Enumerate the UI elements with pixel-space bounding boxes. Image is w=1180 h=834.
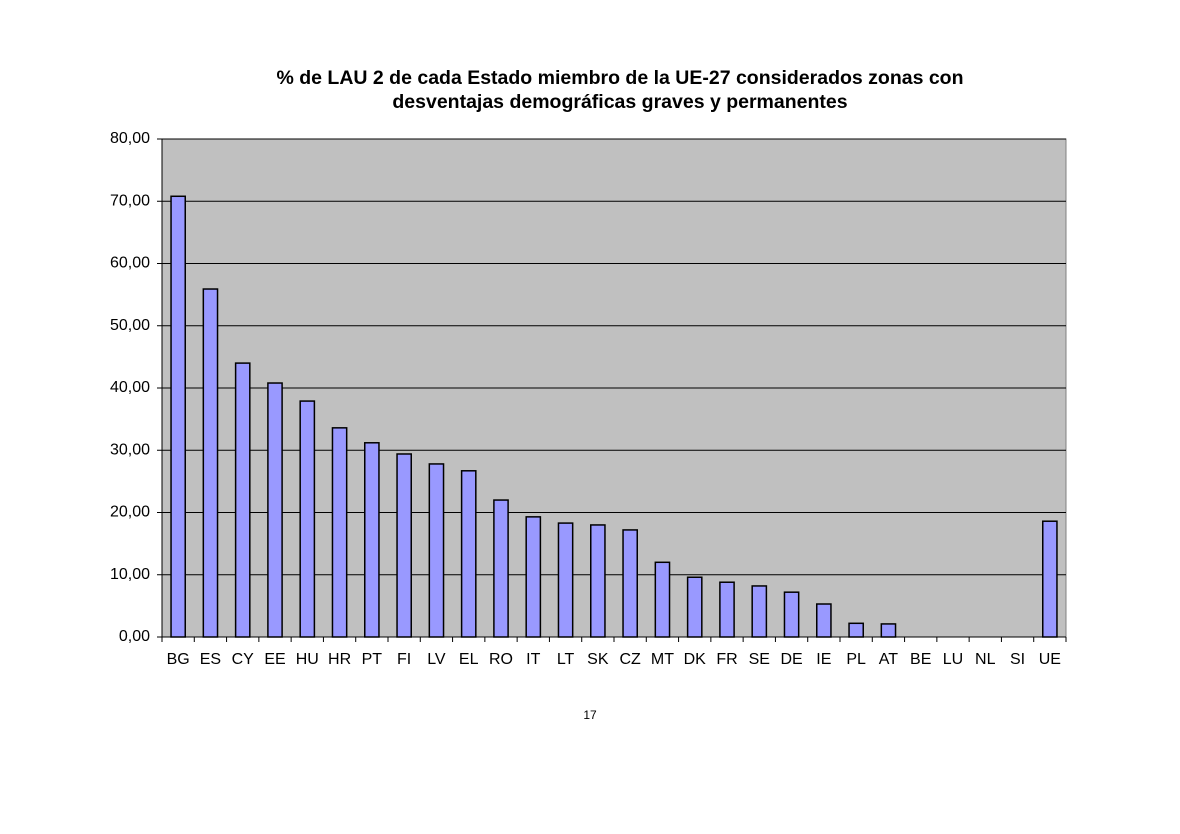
- x-tick-label: BG: [167, 651, 190, 668]
- bar: [170, 195, 186, 638]
- bar: [202, 288, 219, 638]
- bar: [783, 591, 800, 638]
- x-tick-label: PT: [362, 651, 383, 668]
- bar: [622, 529, 638, 638]
- bar: [331, 427, 348, 638]
- bar: [590, 524, 606, 638]
- y-tick-label: 70,00: [110, 192, 150, 209]
- bar: [460, 470, 477, 638]
- x-tick-label: EL: [459, 651, 479, 668]
- x-tick-label: DK: [684, 651, 707, 668]
- bar: [816, 603, 832, 638]
- bar: [880, 623, 897, 638]
- x-tick-label: LU: [943, 651, 963, 668]
- y-tick-label: 0,00: [119, 628, 150, 645]
- x-tick-label: LT: [557, 651, 575, 668]
- x-tick-label: DE: [780, 651, 802, 668]
- x-tick-label: FR: [716, 651, 737, 668]
- x-tick-label: RO: [489, 651, 513, 668]
- bar: [525, 516, 542, 638]
- y-tick-label: 60,00: [110, 255, 150, 272]
- y-tick-label: 80,00: [110, 130, 150, 147]
- x-tick-label: SE: [749, 651, 770, 668]
- x-tick-label: AT: [879, 651, 898, 668]
- x-tick-label: HR: [328, 651, 351, 668]
- bar: [493, 499, 509, 638]
- x-tick-label: FI: [397, 651, 411, 668]
- x-tick-label: IT: [526, 651, 540, 668]
- bar: [557, 522, 574, 638]
- x-tick-label: NL: [975, 651, 996, 668]
- bar: [686, 576, 703, 638]
- y-tick-label: 50,00: [110, 317, 150, 334]
- chart-title: % de LAU 2 de cada Estado miembro de la …: [276, 67, 964, 113]
- bar: [396, 453, 412, 638]
- x-tick-label: SI: [1010, 651, 1025, 668]
- bar: [751, 585, 768, 638]
- bar: [299, 400, 316, 638]
- bar: [848, 622, 864, 638]
- x-tick-label: CZ: [619, 651, 641, 668]
- x-tick-label: MT: [651, 651, 674, 668]
- x-tick-label: LV: [427, 651, 446, 668]
- page-number: 17: [583, 708, 597, 722]
- bar: [234, 362, 251, 638]
- x-tick-label: UE: [1039, 651, 1061, 668]
- x-tick-label: ES: [200, 651, 221, 668]
- bar: [654, 561, 671, 638]
- y-tick-label: 10,00: [110, 566, 150, 583]
- bar: [1042, 520, 1058, 638]
- x-tick-label: HU: [296, 651, 319, 668]
- x-tick-label: BE: [910, 651, 931, 668]
- y-tick-label: 20,00: [110, 504, 150, 521]
- x-tick-label: PL: [846, 651, 866, 668]
- bar: [267, 382, 283, 638]
- x-tick-label: EE: [264, 651, 285, 668]
- x-tick-label: IE: [816, 651, 831, 668]
- bar: [719, 581, 735, 638]
- y-tick-label: 30,00: [110, 441, 150, 458]
- bar: [364, 442, 380, 638]
- x-tick-label: CY: [232, 651, 255, 668]
- bar: [428, 463, 445, 638]
- y-tick-label: 40,00: [110, 379, 150, 396]
- x-tick-label: SK: [587, 651, 609, 668]
